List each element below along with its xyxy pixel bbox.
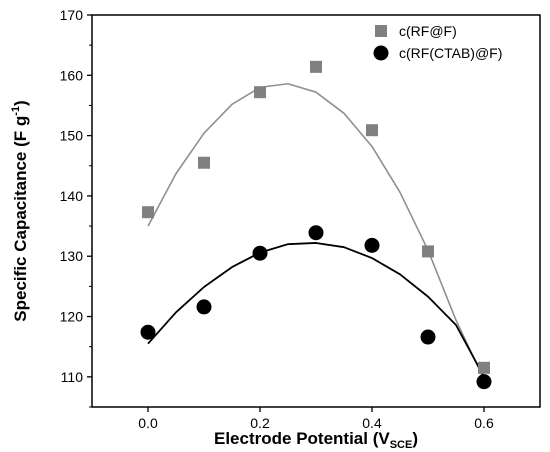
x-tick-label: 0.0 xyxy=(138,415,158,431)
data-point-series-2-5 xyxy=(364,237,380,253)
y-axis-title: Specific Capacitance (F g-1) xyxy=(10,100,30,321)
data-point-series-1-3 xyxy=(254,86,266,99)
data-point-series-1-1 xyxy=(142,206,154,219)
x-tick-label: 0.6 xyxy=(474,415,494,431)
y-tick-label: 110 xyxy=(61,369,84,385)
y-axis-title-close: ) xyxy=(11,100,30,106)
y-tick-label: 130 xyxy=(60,248,84,264)
x-axis-title-subscript: SCE xyxy=(390,439,413,451)
x-tick-label: 0.2 xyxy=(250,415,270,431)
data-point-series-2-2 xyxy=(196,299,212,315)
y-tick-label: 120 xyxy=(60,309,84,325)
data-point-series-1-5 xyxy=(366,124,378,137)
x-axis-title: Electrode Potential (VSCE) xyxy=(214,429,418,451)
data-point-series-2-3 xyxy=(252,245,268,261)
data-point-series-2-7 xyxy=(476,374,492,390)
x-axis-title-main: Electrode Potential (V xyxy=(214,429,390,448)
x-tick-label: 0.4 xyxy=(362,415,382,431)
data-point-series-1-4 xyxy=(310,60,322,73)
y-axis-title-superscript: -1 xyxy=(10,106,22,116)
y-axis-title-main: Specific Capacitance (F g xyxy=(11,116,30,322)
y-tick-label: 140 xyxy=(60,188,84,204)
legend-marker-circle xyxy=(373,45,389,61)
data-point-series-2-4 xyxy=(308,225,324,241)
data-point-series-2-1 xyxy=(140,324,156,340)
legend-label-series-2: c(RF(CTAB)@F) xyxy=(399,45,502,61)
legend-label-series-1: c(RF@F) xyxy=(399,23,457,39)
fit-curve-series-2 xyxy=(147,242,485,378)
y-tick-label: 160 xyxy=(60,67,84,83)
x-axis-title-close: ) xyxy=(412,429,418,448)
data-point-series-1-7 xyxy=(478,361,490,374)
data-point-series-1-6 xyxy=(422,245,434,258)
plot-frame xyxy=(91,14,541,408)
y-tick-label: 170 xyxy=(60,7,84,23)
data-point-series-1-2 xyxy=(198,156,210,169)
y-tick-label: 150 xyxy=(60,128,84,144)
data-point-series-2-6 xyxy=(420,329,436,345)
legend-marker-square xyxy=(375,25,387,37)
